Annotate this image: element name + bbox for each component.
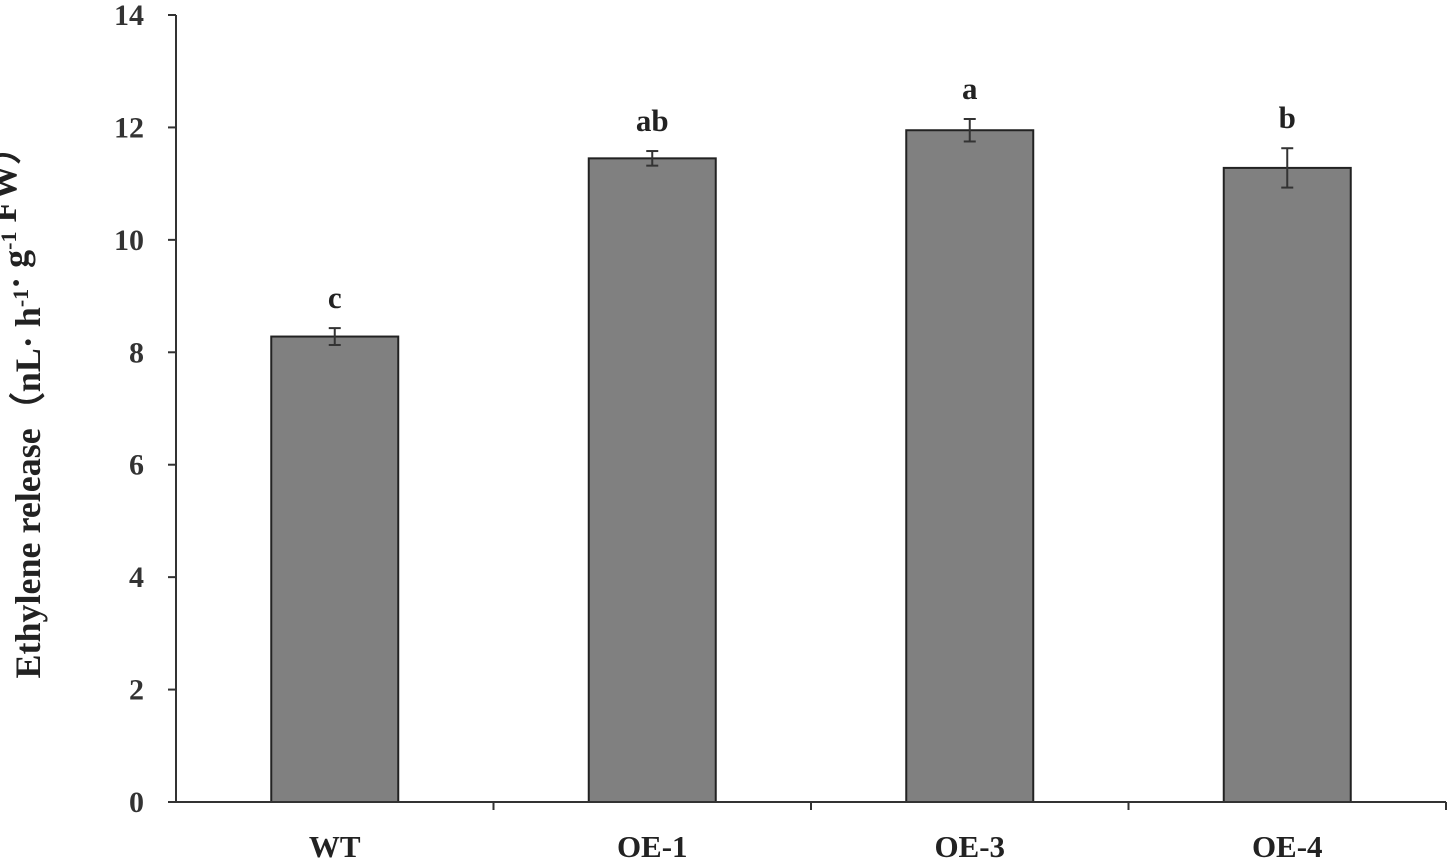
bar-oe-4	[1222, 166, 1352, 804]
error-bars-group	[328, 117, 1294, 346]
y-tick-label: 2	[129, 674, 144, 707]
bar-oe-3	[905, 129, 1035, 804]
y-tick-label: 0	[129, 786, 144, 819]
y-tick-label: 8	[129, 336, 144, 369]
y-tick-label: 4	[129, 561, 144, 594]
category-label-oe-3: OE-3	[934, 829, 1005, 862]
significance-label-oe-3: a	[962, 71, 978, 106]
y-axis-title: Ethylene release（nL· h-1· g-1 FW）	[0, 128, 48, 678]
significance-label-oe-4: b	[1279, 100, 1296, 135]
bars-group	[270, 129, 1352, 804]
y-tick-label: 10	[114, 224, 144, 257]
y-tick-label: 14	[114, 0, 144, 32]
y-tick-label: 6	[129, 449, 144, 482]
category-labels-group: WT OE-1 OE-3 OE-4	[309, 829, 1323, 862]
y-ticks-group: 0 2 4 6 8 10 12 14	[114, 0, 176, 819]
significance-label-oe-1: ab	[636, 103, 669, 138]
x-ticks-group	[492, 802, 1447, 810]
category-label-oe-1: OE-1	[617, 829, 688, 862]
significance-label-wt: c	[328, 280, 342, 315]
bar-wt	[270, 335, 400, 803]
category-label-wt: WT	[309, 829, 361, 862]
bar-oe-1	[587, 157, 717, 803]
category-label-oe-4: OE-4	[1252, 829, 1323, 862]
y-tick-label: 12	[114, 111, 144, 144]
